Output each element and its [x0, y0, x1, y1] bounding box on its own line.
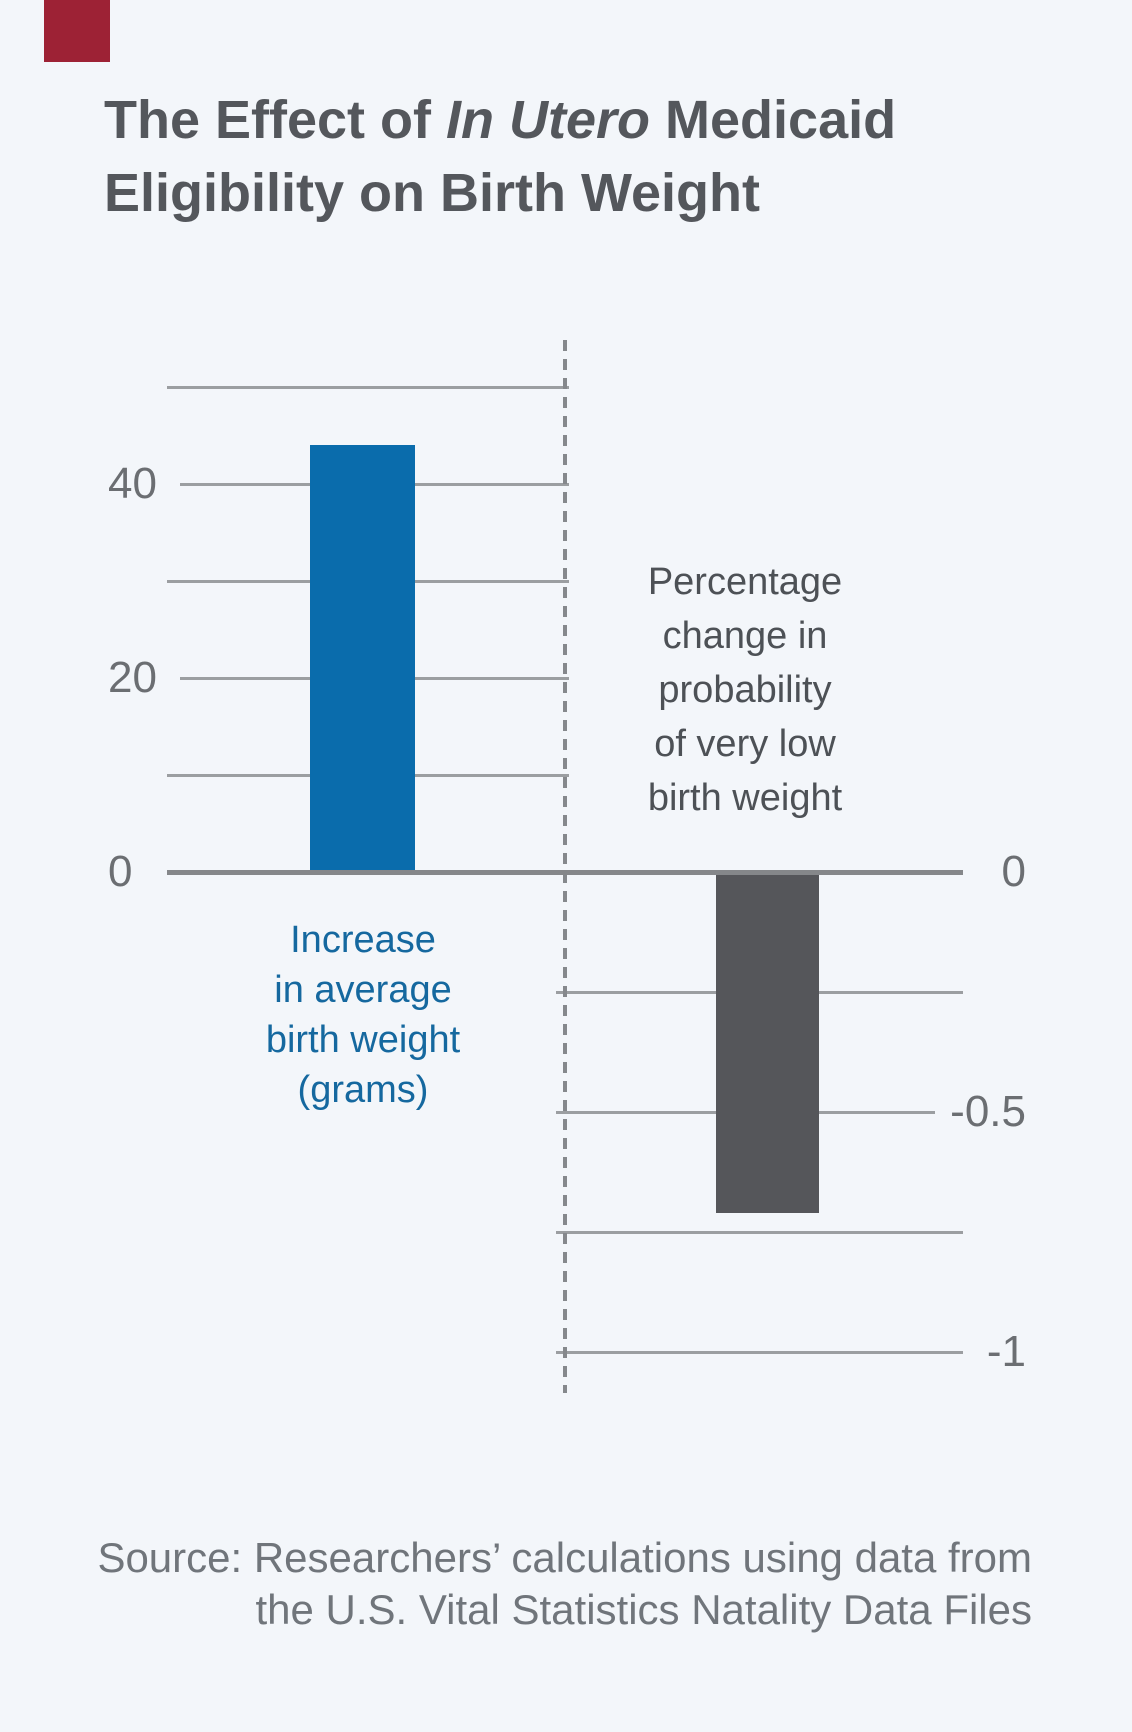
source-line1: Source: Researchers’ calculations using …	[97, 1534, 1032, 1581]
gridline	[556, 1351, 963, 1354]
right-axis-tick-label: 0	[1001, 847, 1026, 896]
chart-title-line1: The Effect of In Utero Medicaid	[104, 84, 1064, 157]
label-line: (grams)	[297, 1069, 429, 1111]
source-note: Source: Researchers’ calculations using …	[52, 1532, 1032, 1636]
source-line2: the U.S. Vital Statistics Natality Data …	[255, 1586, 1032, 1633]
chart-title-line2: Eligibility on Birth Weight	[104, 163, 760, 223]
title-text: The Effect of	[104, 90, 447, 150]
title-italic-text: In Utero	[446, 90, 651, 150]
right-axis-tick-label: -1	[986, 1327, 1026, 1376]
chart-title: The Effect of In Utero Medicaid Eligibil…	[104, 84, 1064, 230]
brand-red-tab	[44, 0, 110, 62]
gridline	[556, 1231, 963, 1234]
bar-birth-weight-increase	[310, 445, 415, 872]
bar-very-low-birth-weight-change	[716, 872, 819, 1213]
gridline	[167, 386, 569, 389]
label-line: change in	[662, 615, 828, 657]
left-axis-tick-label: 20	[108, 653, 157, 702]
right-axis-tick-label: -0.5	[950, 1087, 1026, 1136]
label-line: Percentage	[647, 561, 843, 603]
zero-axis-line	[167, 870, 963, 875]
left-axis-tick-label: 0	[108, 847, 133, 896]
label-line: probability	[658, 669, 832, 711]
label-line: birth weight	[265, 1019, 461, 1061]
label-line: in average	[274, 969, 452, 1011]
left-bar-label: Increase in average birth weight (grams)	[203, 915, 523, 1115]
label-line: of very low	[654, 723, 836, 765]
right-bar-label: Percentage change in probability of very lo…	[585, 555, 905, 825]
title-text: Medicaid	[650, 90, 897, 150]
label-line: Increase	[290, 919, 436, 961]
label-line: birth weight	[647, 777, 843, 819]
left-axis-tick-label: 40	[108, 459, 157, 508]
dashed-divider-line	[563, 340, 567, 1393]
